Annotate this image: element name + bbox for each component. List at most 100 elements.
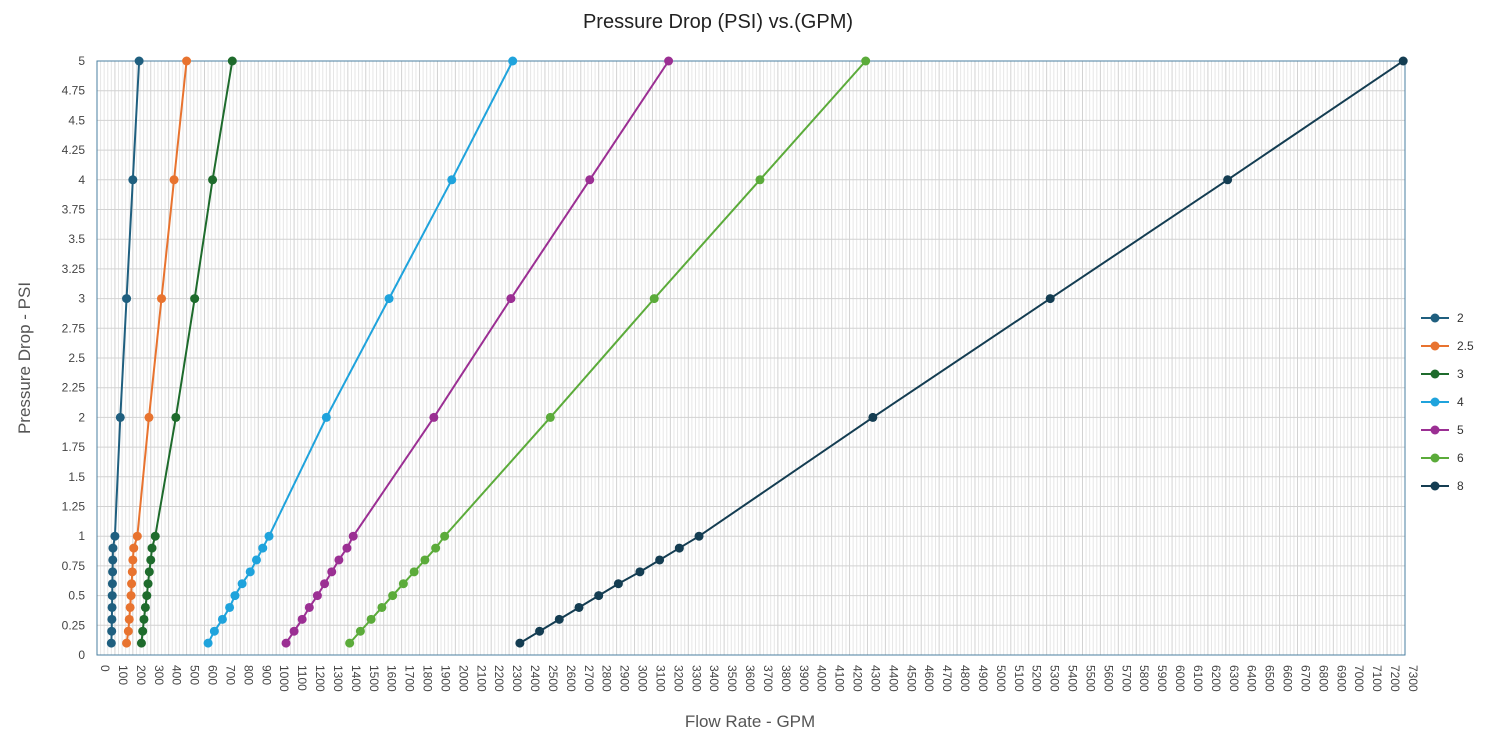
x-tick-label: 4400 xyxy=(886,665,900,692)
grid xyxy=(96,60,1406,655)
x-tick-label: 500 xyxy=(188,665,202,685)
x-tick-label: 3600 xyxy=(743,665,757,692)
data-point xyxy=(227,56,237,66)
x-tick-label: 1600 xyxy=(385,665,399,692)
x-tick-label: 300 xyxy=(152,665,166,685)
data-point xyxy=(861,56,871,66)
data-point xyxy=(429,412,439,422)
legend-label: 5 xyxy=(1457,423,1464,437)
data-point xyxy=(613,579,623,589)
x-tick-label: 2000 xyxy=(456,665,470,692)
data-point xyxy=(655,555,665,565)
x-axis: 0 100 200 300 400 500 600 700 800 900 1000 1100 1200… xyxy=(98,665,1420,692)
data-point xyxy=(128,175,138,185)
x-tick-label: 4700 xyxy=(940,665,954,692)
data-point xyxy=(321,412,331,422)
data-point xyxy=(140,602,150,612)
data-point xyxy=(348,531,358,541)
x-tick-label: 1500 xyxy=(367,665,381,692)
data-point xyxy=(182,56,192,66)
legend-swatch-marker xyxy=(1430,341,1440,351)
x-tick-label: 200 xyxy=(134,665,148,685)
legend-item: 2.5 xyxy=(1421,339,1474,353)
data-point xyxy=(217,614,227,624)
data-point xyxy=(664,56,674,66)
data-point xyxy=(1045,294,1055,304)
data-point xyxy=(230,591,240,601)
x-tick-label: 7300 xyxy=(1406,665,1420,692)
data-point xyxy=(129,543,139,553)
x-tick-label: 6400 xyxy=(1245,665,1259,692)
data-point xyxy=(384,294,394,304)
data-point xyxy=(225,602,235,612)
y-tick-label: 4.5 xyxy=(68,113,85,127)
x-tick-label: 2100 xyxy=(474,665,488,692)
data-point xyxy=(169,175,179,185)
data-point xyxy=(136,638,146,648)
data-point xyxy=(398,579,408,589)
data-point xyxy=(122,294,132,304)
x-tick-label: 6300 xyxy=(1227,665,1241,692)
x-tick-label: 7100 xyxy=(1370,665,1384,692)
x-tick-label: 1800 xyxy=(421,665,435,692)
data-point xyxy=(297,614,307,624)
x-tick-label: 1400 xyxy=(349,665,363,692)
x-tick-label: 2400 xyxy=(528,665,542,692)
series-3 xyxy=(136,56,237,648)
data-point xyxy=(366,614,376,624)
x-tick-label: 6500 xyxy=(1263,665,1277,692)
x-tick-label: 5100 xyxy=(1012,665,1026,692)
data-point xyxy=(554,614,564,624)
data-point xyxy=(147,543,157,553)
data-point xyxy=(345,638,355,648)
y-tick-label: 1.5 xyxy=(68,470,85,484)
data-point xyxy=(171,412,181,422)
data-point xyxy=(139,614,149,624)
data-point xyxy=(106,638,116,648)
x-tick-label: 100 xyxy=(116,665,130,685)
chart-title: Pressure Drop (PSI) vs.(GPM) xyxy=(583,11,853,33)
data-point xyxy=(694,531,704,541)
data-point xyxy=(107,591,117,601)
x-tick-label: 600 xyxy=(206,665,220,685)
x-tick-label: 6800 xyxy=(1316,665,1330,692)
x-tick-label: 2500 xyxy=(546,665,560,692)
series-2 xyxy=(106,56,144,648)
data-point xyxy=(440,531,450,541)
legend-swatch-marker xyxy=(1430,453,1440,463)
x-tick-label: 2700 xyxy=(582,665,596,692)
data-point xyxy=(342,543,352,553)
data-point xyxy=(506,294,516,304)
data-point xyxy=(150,531,160,541)
data-point xyxy=(245,567,255,577)
data-point xyxy=(868,412,878,422)
x-tick-label: 3000 xyxy=(636,665,650,692)
y-tick-label: 1.25 xyxy=(62,500,86,514)
data-point xyxy=(108,543,118,553)
data-point xyxy=(320,579,330,589)
x-tick-label: 5600 xyxy=(1101,665,1115,692)
data-point xyxy=(127,567,137,577)
x-tick-label: 5200 xyxy=(1030,665,1044,692)
data-point xyxy=(125,602,135,612)
data-point xyxy=(289,626,299,636)
series-6 xyxy=(345,56,871,648)
y-tick-label: 0.25 xyxy=(62,618,86,632)
x-tick-label: 2200 xyxy=(492,665,506,692)
data-point xyxy=(237,579,247,589)
legend-item: 2 xyxy=(1421,311,1464,325)
y-tick-label: 4.25 xyxy=(62,143,86,157)
data-point xyxy=(123,626,133,636)
data-point xyxy=(142,591,152,601)
data-point xyxy=(355,626,365,636)
legend-item: 8 xyxy=(1421,479,1464,493)
legend-label: 2 xyxy=(1457,311,1464,325)
legend-swatch-marker xyxy=(1430,481,1440,491)
legend-swatch-marker xyxy=(1430,425,1440,435)
x-tick-label: 7200 xyxy=(1388,665,1402,692)
data-point xyxy=(545,412,555,422)
x-tick-label: 4800 xyxy=(958,665,972,692)
data-point xyxy=(108,555,118,565)
data-point xyxy=(127,579,137,589)
data-point xyxy=(585,175,595,185)
